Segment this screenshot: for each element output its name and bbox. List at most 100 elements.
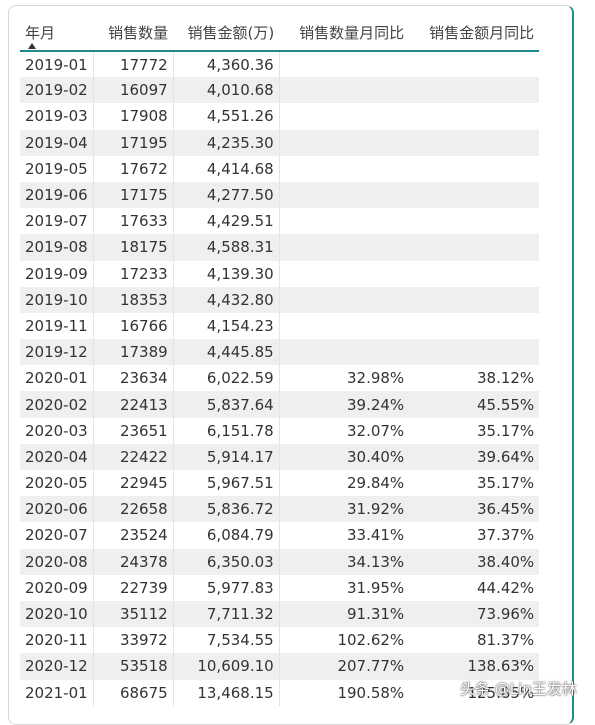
table-row: 2020-01 23634 6,022.59 32.98% 38.12% — [20, 365, 539, 392]
table-cell: 32.98% — [346, 369, 405, 388]
table-cell: 91.31% — [279, 600, 410, 628]
table-row: 2021-01 68675 13,468.15 190.58% 125.85% — [20, 679, 539, 706]
table-cell: 17233 — [93, 260, 174, 287]
table-cell: 22658 — [93, 496, 174, 523]
table-cell: 2020-11 — [20, 627, 94, 654]
table-cell: 2020-07 — [20, 522, 94, 549]
table-cell: 2020-03 — [20, 417, 94, 444]
table-cell: 29.84% — [346, 474, 405, 493]
table-cell — [409, 339, 540, 366]
table-cell: 2020-08 — [20, 548, 94, 575]
table-cell — [409, 313, 539, 339]
table-cell: 16097 — [93, 77, 174, 104]
table-cell: 44.42% — [476, 578, 535, 597]
column-header[interactable]: 销售金额月同比 — [409, 14, 540, 52]
table-cell: 36.45% — [409, 496, 540, 523]
table-row: 2020-02 22413 5,837.64 39.24% 45.55% — [20, 391, 540, 418]
table-cell: 17389 — [93, 339, 174, 366]
table-cell: 17672 — [93, 155, 174, 182]
table-cell: 4,551.26 — [173, 103, 280, 130]
table-cell: 2019-05 — [20, 155, 94, 182]
table-cell — [409, 181, 540, 209]
table-cell: 13,468.15 — [173, 679, 280, 706]
table-row: 2019-04 17195 4,235.30 — [20, 129, 540, 156]
table-cell: 5,977.83 — [173, 574, 280, 601]
watermark: 头条 @Lin王发林 — [460, 680, 577, 698]
table-cell — [279, 156, 409, 182]
table-row: 2019-05 17672 4,414.68 — [20, 155, 539, 182]
table-cell: 23634 — [93, 365, 174, 392]
table-cell — [409, 234, 540, 261]
table-cell: 4,432.80 — [173, 286, 280, 313]
table-cell: 38.12% — [476, 369, 535, 388]
table-cell: 23524 — [93, 522, 174, 549]
table-cell: 138.63% — [409, 653, 540, 680]
table-cell: 31.95% — [346, 578, 405, 597]
table-cell: 190.58% — [337, 683, 405, 702]
table-cell: 5,967.51 — [173, 470, 280, 497]
table-cell: 2020-01 — [20, 365, 94, 392]
table-row: 2019-09 17233 4,139.30 — [20, 260, 539, 287]
table-row: 2020-08 24378 6,350.03 34.13% 38.40% — [20, 548, 540, 575]
table-cell: 2020-05 — [20, 470, 94, 497]
sort-indicator — [28, 43, 36, 49]
column-header[interactable]: 年月 — [20, 14, 94, 52]
table-cell: 4,010.68 — [173, 77, 280, 104]
table-row: 2020-09 22739 5,977.83 31.95% 44.42% — [20, 574, 539, 601]
table-cell: 6,084.79 — [173, 522, 280, 549]
table-cell: 4,139.30 — [173, 260, 280, 287]
table-cell: 39.64% — [409, 443, 540, 470]
table-cell: 31.92% — [279, 496, 410, 523]
table-cell: 17175 — [93, 181, 174, 209]
table-row: 2019-10 18353 4,432.80 — [20, 286, 540, 313]
table-body: 2019-01 17772 4,360.36 2019-02 16097 4,010.68… — [20, 51, 540, 706]
column-header[interactable]: 销售数量月同比 — [279, 14, 410, 52]
table-cell: 4,445.85 — [173, 339, 280, 366]
table-cell: 35.17% — [476, 474, 535, 493]
table-cell: 5,914.17 — [173, 443, 280, 470]
table-cell: 4,277.50 — [173, 181, 280, 209]
table-cell: 73.96% — [409, 600, 540, 628]
table-cell: 2019-03 — [20, 103, 94, 130]
table-cell: 53518 — [93, 653, 174, 680]
table-cell — [279, 129, 410, 156]
table-row: 2020-12 53518 10,609.10 207.77% 138.63% — [20, 653, 540, 680]
table-cell: 2019-12 — [20, 339, 94, 366]
table-cell: 4,429.51 — [173, 208, 280, 235]
table-cell — [409, 286, 540, 313]
table-cell: 6,151.78 — [173, 417, 280, 444]
table-cell: 23651 — [93, 417, 174, 444]
table-cell: 17908 — [93, 103, 174, 130]
table-cell: 22413 — [93, 391, 174, 418]
table-cell — [409, 208, 539, 234]
table-cell: 2020-04 — [20, 443, 94, 470]
table-cell: 2019-10 — [20, 286, 94, 313]
table-cell: 4,154.23 — [173, 312, 280, 340]
table-cell: 37.37% — [476, 526, 535, 545]
table-cell: 2019-02 — [20, 77, 94, 104]
table-cell: 7,711.32 — [173, 600, 280, 628]
table-cell: 2020-10 — [20, 600, 94, 628]
table-cell: 2019-04 — [20, 129, 94, 156]
table-row: 2020-06 22658 5,836.72 31.92% 36.45% — [20, 496, 540, 523]
table-cell: 2019-09 — [20, 260, 94, 287]
table-cell — [279, 103, 409, 129]
table-cell — [409, 77, 540, 104]
column-header[interactable]: 销售数量 — [93, 14, 174, 52]
table-cell — [279, 208, 409, 234]
table-cell — [279, 234, 410, 261]
table-cell: 2021-01 — [20, 679, 94, 706]
table-row: 2020-03 23651 6,151.78 32.07% 35.17% — [20, 417, 539, 444]
table-cell: 17195 — [93, 129, 174, 156]
table-cell — [409, 261, 539, 287]
table-cell: 35112 — [93, 600, 174, 628]
column-header[interactable]: 销售金额(万) — [173, 14, 280, 52]
table-cell: 24378 — [93, 548, 174, 575]
table-cell: 5,837.64 — [173, 391, 280, 418]
table-cell: 22422 — [93, 443, 174, 470]
table-cell — [409, 156, 539, 182]
table-cell: 35.17% — [476, 421, 535, 440]
table-cell: 4,360.36 — [173, 51, 280, 78]
table-cell: 6,022.59 — [173, 365, 280, 392]
